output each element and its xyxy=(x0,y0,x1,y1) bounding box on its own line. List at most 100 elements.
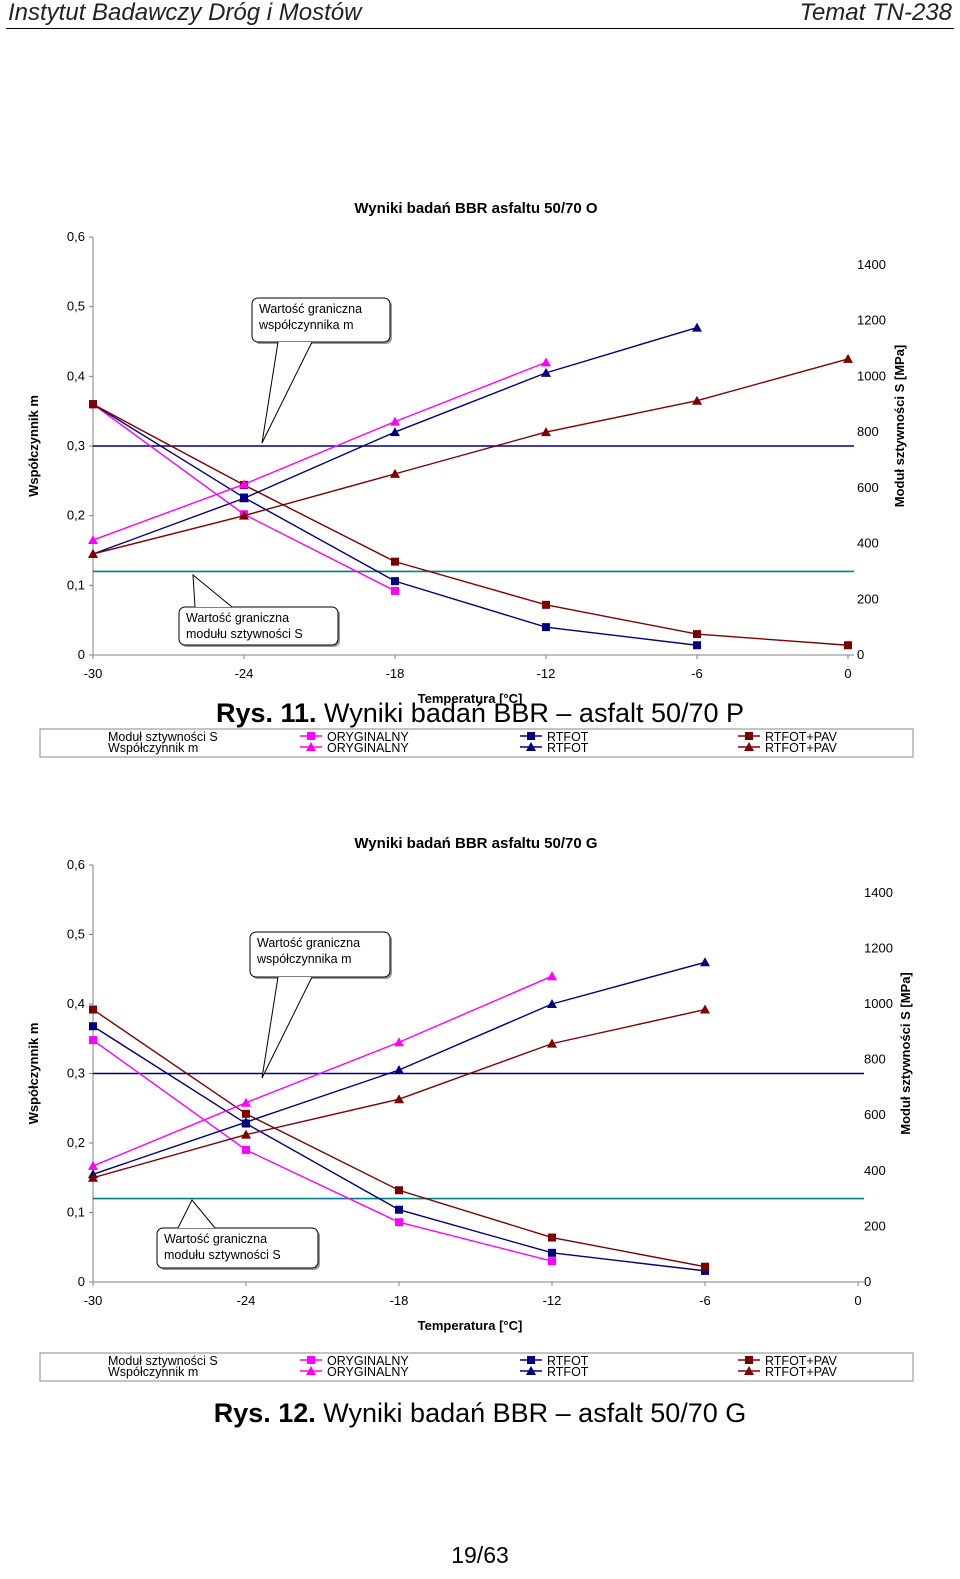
data-point-triangle xyxy=(390,416,400,426)
annotation-box xyxy=(251,297,391,343)
y-left-tick-label: 0,4 xyxy=(67,368,85,383)
y-left-tick-label: 0,5 xyxy=(67,299,85,314)
legend-marker-triangle xyxy=(744,742,754,751)
x-axis-label: Temperatura [°C] xyxy=(418,691,523,706)
y-right-tick-label: 1000 xyxy=(864,996,893,1011)
legend-entry-label: RTFOT+PAV xyxy=(765,1354,838,1368)
page-number: 19/63 xyxy=(451,1542,509,1568)
legend-marker-triangle xyxy=(744,1366,754,1375)
caption-label: Rys. 12. xyxy=(213,1398,316,1428)
x-axis-label: Temperatura [°C] xyxy=(418,1318,523,1333)
y-left-tick-label: 0,1 xyxy=(67,577,85,592)
data-point-triangle xyxy=(547,1038,557,1048)
data-point-triangle xyxy=(700,957,710,967)
legend-entry-label: RTFOT xyxy=(547,741,589,755)
annotation-pointer xyxy=(261,976,313,1079)
y-right-tick-label: 600 xyxy=(857,480,879,495)
y-right-tick-label: 200 xyxy=(864,1218,886,1233)
x-tick-label: -24 xyxy=(237,1293,256,1308)
y-right-tick-label: 1400 xyxy=(864,885,893,900)
data-point-square xyxy=(391,586,399,595)
y-right-tick-label: 800 xyxy=(864,1052,886,1067)
y-left-tick-label: 0,2 xyxy=(67,1135,85,1150)
data-point-triangle xyxy=(239,479,249,489)
page-header: Instytut Badawczy Dróg i Mostów Temat TN… xyxy=(6,0,954,29)
data-point-triangle xyxy=(88,548,98,558)
x-tick-label: -30 xyxy=(84,666,103,681)
x-tick-label: -12 xyxy=(537,666,556,681)
legend-marker-square xyxy=(745,1356,753,1364)
data-point-triangle xyxy=(239,510,249,520)
y-left-tick-label: 0 xyxy=(78,1274,85,1289)
annotation-box xyxy=(156,1227,319,1269)
data-point-square xyxy=(548,1233,556,1242)
annotation-text: Wartość graniczna xyxy=(186,611,289,625)
data-point-square xyxy=(89,1036,97,1045)
series-line-2 xyxy=(92,403,849,646)
data-point-triangle xyxy=(692,322,702,332)
data-point-square xyxy=(701,1266,709,1275)
legend-box xyxy=(39,728,914,758)
series-line-4 xyxy=(92,326,698,555)
annotation-text: modułu sztywności S xyxy=(186,627,303,641)
figure-caption-12: Rys. 12. Wyniki badań BBR – asfalt 50/70… xyxy=(0,1398,960,1429)
legend-entry-label: RTFOT+PAV xyxy=(765,741,838,755)
data-point-square xyxy=(89,1022,97,1031)
caption-text: Wyniki badań BBR – asfalt 50/70 P xyxy=(324,698,745,728)
legend-marker-triangle xyxy=(526,742,536,751)
data-point-square xyxy=(701,1262,709,1271)
y-left-axis-label: Współczynnik m xyxy=(26,1023,41,1125)
x-tick-label: -6 xyxy=(699,1293,711,1308)
legend-entry-label: ORYGINALNY xyxy=(327,730,409,744)
data-point-square xyxy=(395,1218,403,1227)
annotation-text: współczynnika m xyxy=(256,952,351,966)
y-left-tick-label: 0,3 xyxy=(67,438,85,453)
data-point-square xyxy=(391,577,399,586)
annotation-text: modułu sztywności S xyxy=(164,1248,281,1262)
y-right-tick-label: 400 xyxy=(857,536,879,551)
x-tick-label: -18 xyxy=(386,666,405,681)
data-point-triangle xyxy=(241,1129,251,1139)
data-point-triangle xyxy=(541,427,551,437)
y-left-tick-label: 0,3 xyxy=(67,1066,85,1081)
annotation-pointer xyxy=(177,1199,216,1229)
y-right-axis-label: Moduł sztywności S [MPa] xyxy=(892,345,907,508)
annotation-box xyxy=(178,606,339,646)
y-left-tick-label: 0,6 xyxy=(67,857,85,872)
data-point-square xyxy=(693,630,701,639)
legend-marker-square xyxy=(307,1356,315,1364)
x-tick-label: 0 xyxy=(844,666,851,681)
caption-label: Rys. 11. xyxy=(215,698,317,728)
data-point-triangle xyxy=(547,999,557,1008)
header-topic: Temat TN-238 xyxy=(799,0,952,26)
data-point-triangle xyxy=(88,1160,98,1170)
series-line-5 xyxy=(92,358,849,555)
data-point-triangle xyxy=(700,1004,710,1014)
y-right-tick-label: 200 xyxy=(857,591,879,606)
data-point-triangle xyxy=(390,468,400,478)
data-point-square xyxy=(89,400,97,409)
x-tick-label: 0 xyxy=(854,1293,861,1308)
header-institute: Instytut Badawczy Dróg i Mostów xyxy=(8,0,362,26)
legend-row-label: Współczynnik m xyxy=(108,741,198,755)
legend-row-label: Moduł sztywności S xyxy=(108,1354,218,1368)
data-point-triangle xyxy=(394,1065,404,1075)
y-right-tick-label: 400 xyxy=(864,1163,886,1178)
data-point-square xyxy=(242,1109,250,1118)
x-tick-label: -6 xyxy=(691,666,703,681)
legend-marker-square xyxy=(307,732,315,740)
data-point-square xyxy=(844,641,852,650)
y-right-tick-label: 0 xyxy=(864,1274,871,1289)
chart-bbr-g: Wyniki badań BBR asfaltu 50/70 G 0 0,1 0,2 0… xyxy=(26,835,914,1382)
data-point-triangle xyxy=(843,353,853,363)
series-line-5 xyxy=(92,1008,706,1179)
data-point-square xyxy=(395,1205,403,1214)
legend-entry-label: ORYGINALNY xyxy=(327,1365,409,1379)
series-line-3 xyxy=(92,975,553,1167)
legend-entry-label: RTFOT xyxy=(547,1365,589,1379)
legend-entry-label: ORYGINALNY xyxy=(327,741,409,755)
series-line-0 xyxy=(92,1039,553,1262)
legend-marker-triangle xyxy=(306,742,316,751)
y-right-tick-label: 1200 xyxy=(864,940,893,955)
x-tick-label: -18 xyxy=(390,1293,409,1308)
